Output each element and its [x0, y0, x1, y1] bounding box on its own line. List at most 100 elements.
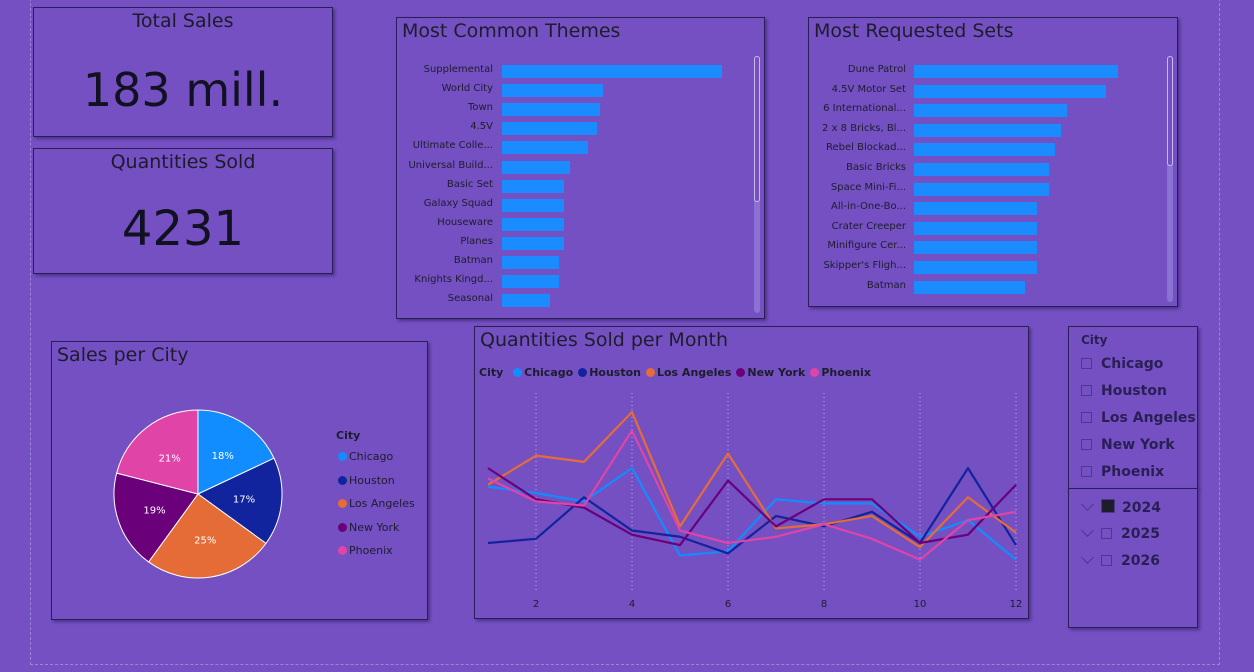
bar[interactable] [914, 123, 1061, 137]
bar[interactable] [502, 84, 604, 98]
bar[interactable] [502, 275, 559, 289]
chevron-down-icon[interactable] [1081, 524, 1094, 537]
bar-label: 4.5V Motor Set [831, 83, 906, 95]
bar-label: Houseware [437, 216, 493, 228]
sales-per-city-chart[interactable]: Sales per City 18% 17% 25% 19% 21% City Chic… [51, 341, 428, 620]
total-sales-card[interactable]: Total Sales 183 mill. [33, 7, 333, 137]
bar-label: World City [441, 83, 493, 95]
bar[interactable] [502, 256, 559, 269]
year-slicer-option[interactable]: 2026 [1081, 551, 1160, 569]
bar[interactable] [914, 202, 1037, 216]
line-legend: City Chicago Houston Los Angeles New York Ph… [479, 366, 876, 379]
year-option-label: 2026 [1121, 553, 1160, 569]
pie-data-label: 21% [159, 453, 181, 464]
line-legend-label: Chicago [524, 366, 574, 379]
sets-scrollbar-track[interactable] [1167, 56, 1173, 302]
chevron-down-icon[interactable] [1081, 551, 1094, 564]
line-chart-title: Quantities Sold per Month [480, 329, 728, 351]
bar-label: Galaxy Squad [423, 197, 493, 209]
bar[interactable] [502, 294, 550, 308]
checkbox-icon[interactable] [1081, 385, 1092, 396]
city-slicer-option[interactable]: Houston [1081, 383, 1167, 399]
city-slicer: City Chicago Houston Los Angeles New York Ph… [1068, 326, 1198, 489]
pie-legend-item[interactable]: Phoenix [338, 544, 393, 557]
series-line[interactable] [487, 429, 1017, 561]
checkbox-icon[interactable] [1081, 439, 1092, 450]
bar[interactable] [914, 84, 1106, 98]
line-legend-item[interactable]: Chicago [513, 366, 573, 379]
bar[interactable] [502, 141, 589, 155]
checkbox-icon[interactable] [1101, 499, 1115, 513]
line-legend-item[interactable]: New York [736, 366, 805, 379]
bar-label: Rebel Blockad... [826, 142, 906, 154]
pie-legend-item[interactable]: Chicago [338, 450, 393, 463]
themes-scrollbar-thumb[interactable] [754, 56, 760, 202]
pie-slice[interactable] [197, 457, 283, 545]
bar-label: Space Mini-Fi... [830, 181, 906, 193]
bar[interactable] [502, 236, 565, 250]
chevron-down-icon[interactable] [1081, 498, 1094, 511]
series-line[interactable] [487, 467, 1017, 547]
bar-label: Universal Build... [408, 159, 493, 171]
bar[interactable] [914, 221, 1037, 235]
legend-dot-icon [338, 522, 347, 532]
city-slicer-option[interactable]: Phoenix [1081, 464, 1164, 480]
pie-legend-item[interactable]: Houston [338, 474, 395, 487]
city-slicer-option[interactable]: Chicago [1081, 356, 1163, 372]
line-legend-item[interactable]: Phoenix [810, 366, 871, 379]
bar[interactable] [502, 217, 565, 231]
pie-slice[interactable] [116, 409, 199, 495]
sets-scrollbar-thumb[interactable] [1167, 56, 1173, 166]
year-slicer-option[interactable]: 2024 [1081, 498, 1161, 516]
bar-label: Town [467, 102, 493, 114]
pie-legend-title: City [336, 429, 361, 442]
quantities-sold-title: Quantities Sold [110, 151, 256, 173]
bar[interactable] [914, 104, 1067, 118]
series-line[interactable] [487, 467, 1017, 561]
city-option-label: Chicago [1101, 356, 1164, 372]
checkbox-icon[interactable] [1081, 466, 1092, 477]
x-tick-label: 2 [533, 599, 539, 610]
bar[interactable] [914, 280, 1025, 294]
checkbox-icon[interactable] [1081, 358, 1092, 369]
bar[interactable] [914, 143, 1055, 157]
line-legend-item[interactable]: Los Angeles [645, 366, 731, 379]
bar[interactable] [502, 179, 565, 193]
checkbox-icon[interactable] [1081, 412, 1092, 423]
pie-slice[interactable] [113, 472, 199, 563]
legend-dot-icon [338, 546, 347, 555]
bar[interactable] [914, 182, 1049, 196]
most-requested-sets-chart[interactable]: Most Requested Sets Dune Patrol 4.5V Moto… [808, 17, 1178, 307]
city-slicer-option[interactable]: New York [1081, 437, 1175, 453]
bar[interactable] [914, 65, 1118, 78]
bar[interactable] [502, 103, 601, 117]
bar[interactable] [502, 122, 598, 136]
quantities-sold-card[interactable]: Quantities Sold 4231 [33, 148, 333, 274]
bar[interactable] [502, 160, 571, 174]
bar[interactable] [502, 65, 723, 78]
bar[interactable] [914, 261, 1037, 274]
pie-legend-item[interactable]: New York [338, 521, 399, 534]
checkbox-icon[interactable] [1101, 555, 1112, 566]
bar-label: 6 International... [823, 103, 906, 115]
pie-legend-label: Los Angeles [349, 497, 415, 510]
bar-label: Planes [460, 235, 493, 247]
most-common-themes-chart[interactable]: Most Common Themes Supplemental World Cit… [396, 17, 765, 319]
pie-legend-item[interactable]: Los Angeles [338, 497, 415, 510]
city-option-label: New York [1101, 437, 1175, 453]
pie-legend-label: Chicago [349, 450, 394, 463]
line-legend-item[interactable]: Houston [578, 366, 641, 379]
quantities-per-month-chart[interactable]: Quantities Sold per Month City Chicago Ho… [474, 326, 1029, 619]
bar[interactable] [914, 241, 1037, 255]
pie-slice[interactable] [197, 409, 275, 495]
bar[interactable] [502, 198, 565, 212]
pie-slice[interactable] [147, 493, 267, 579]
city-option-label: Houston [1101, 383, 1167, 399]
legend-dot-icon [645, 368, 655, 377]
checkbox-icon[interactable] [1101, 528, 1112, 539]
year-slicer-option[interactable]: 2025 [1081, 524, 1160, 542]
bar-label: All-in-One-Bo... [831, 201, 906, 213]
bar[interactable] [914, 163, 1049, 176]
series-line[interactable] [487, 410, 1017, 549]
city-slicer-option[interactable]: Los Angeles [1081, 410, 1196, 426]
